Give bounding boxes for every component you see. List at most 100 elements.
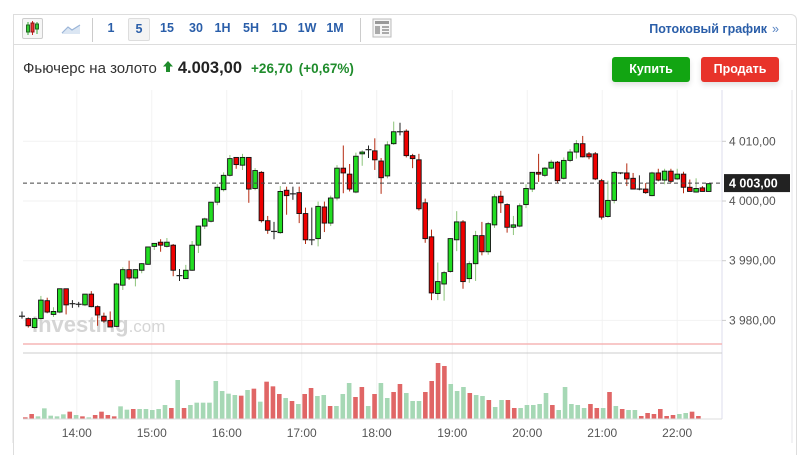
candle-body — [592, 153, 599, 180]
candle-body — [151, 242, 158, 247]
candle — [353, 152, 359, 194]
volume-bar — [613, 406, 619, 419]
candle-body — [479, 235, 485, 253]
candle-body — [283, 189, 290, 197]
interval-1m[interactable]: 1M — [326, 21, 344, 35]
candle — [579, 135, 586, 158]
y-tick-label: 3 990,00 — [729, 254, 776, 268]
volume-bar — [499, 400, 504, 419]
volume-bar — [130, 409, 136, 419]
candle-body — [220, 174, 227, 191]
volume-bar — [626, 410, 631, 419]
x-tick-label: 14:00 — [62, 426, 92, 440]
volume-bar — [550, 405, 555, 419]
candle — [233, 156, 239, 169]
volume-bar — [245, 390, 250, 419]
instrument-name: Фьючерс на золото — [23, 59, 157, 77]
candle-body — [101, 315, 107, 322]
candle — [447, 238, 454, 273]
volume-bar — [54, 416, 60, 419]
candle-body — [195, 225, 202, 246]
interval-1d[interactable]: 1D — [271, 21, 288, 35]
line-chart-icon[interactable] — [61, 18, 81, 38]
candle — [82, 293, 88, 307]
volume-bar — [270, 386, 276, 419]
candle-body — [321, 206, 328, 224]
volume-bar — [226, 393, 231, 419]
volume-bar — [334, 406, 339, 419]
candle-body — [661, 170, 668, 181]
candle-body — [586, 153, 592, 158]
candle — [25, 317, 32, 328]
candle-body — [353, 155, 359, 193]
volume-bar — [384, 398, 390, 419]
candle-body — [327, 197, 334, 224]
candle — [479, 221, 485, 256]
candle — [460, 220, 466, 289]
volume-bar — [454, 391, 460, 419]
sell-button[interactable]: Продать — [701, 57, 779, 82]
candle — [302, 207, 309, 244]
layout-icon[interactable] — [372, 18, 392, 38]
volume-bar — [442, 366, 447, 419]
volume-bar — [556, 410, 561, 419]
candle-body — [693, 188, 699, 193]
buy-button[interactable]: Купить — [612, 57, 690, 82]
interval-5[interactable]: 5 — [128, 18, 150, 41]
candle-body — [447, 238, 454, 272]
candle — [466, 261, 473, 283]
volume-bar — [264, 381, 269, 419]
candle-body — [699, 187, 706, 192]
volume-bar — [492, 407, 498, 419]
candle — [485, 221, 491, 255]
interval-15[interactable]: 15 — [160, 21, 174, 35]
volume-bar — [150, 410, 155, 419]
candle — [498, 190, 504, 213]
candle-body — [416, 159, 422, 210]
x-tick-label: 20:00 — [512, 426, 542, 440]
x-tick-label: 18:00 — [362, 426, 392, 440]
x-tick-label: 19:00 — [437, 426, 467, 440]
candle — [598, 178, 605, 220]
candle-body — [132, 269, 139, 279]
streaming-chart-link[interactable]: Потоковый график » — [649, 22, 779, 36]
candle — [523, 184, 529, 209]
candle — [384, 141, 391, 179]
candle-body — [453, 221, 460, 241]
candle — [201, 217, 208, 230]
volume-bar — [638, 416, 644, 419]
interval-1w[interactable]: 1W — [297, 21, 317, 35]
interval-1[interactable]: 1 — [107, 21, 115, 35]
volume-bar — [48, 415, 53, 419]
candle-body — [460, 221, 466, 283]
candle-body — [208, 201, 214, 222]
candle — [164, 238, 170, 248]
candle-body — [239, 156, 246, 166]
candlestick-icon[interactable] — [22, 18, 43, 39]
volume-bar — [683, 413, 688, 419]
candle-body — [504, 204, 510, 228]
volume-bar — [607, 392, 612, 419]
price-chart[interactable]: Investing.com 4 010,00 4 000,00 3 990,00 3 … — [0, 0, 800, 443]
candle-body — [63, 288, 69, 306]
volume-bar — [410, 401, 415, 419]
interval-5h[interactable]: 5H — [243, 21, 259, 35]
candle — [649, 171, 655, 197]
candle-body — [340, 167, 347, 174]
candle — [132, 269, 139, 287]
x-tick-label: 15:00 — [137, 426, 167, 440]
candle-body — [605, 199, 611, 217]
volume-bar — [575, 405, 581, 419]
volume-bar — [277, 394, 282, 419]
candle-body — [164, 241, 170, 247]
candle-body — [573, 143, 580, 153]
candle-body — [674, 173, 680, 180]
volume-bar — [181, 408, 187, 419]
interval-1h[interactable]: 1H — [214, 21, 231, 35]
candle-body — [435, 281, 441, 294]
candle — [409, 153, 416, 169]
volume-bar — [588, 404, 593, 419]
candle — [227, 155, 233, 177]
candle — [176, 269, 183, 281]
interval-30[interactable]: 30 — [189, 21, 203, 35]
